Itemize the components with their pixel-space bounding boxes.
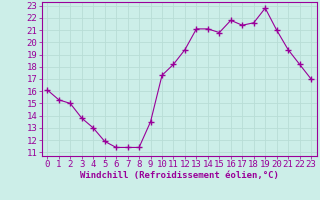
X-axis label: Windchill (Refroidissement éolien,°C): Windchill (Refroidissement éolien,°C) bbox=[80, 171, 279, 180]
